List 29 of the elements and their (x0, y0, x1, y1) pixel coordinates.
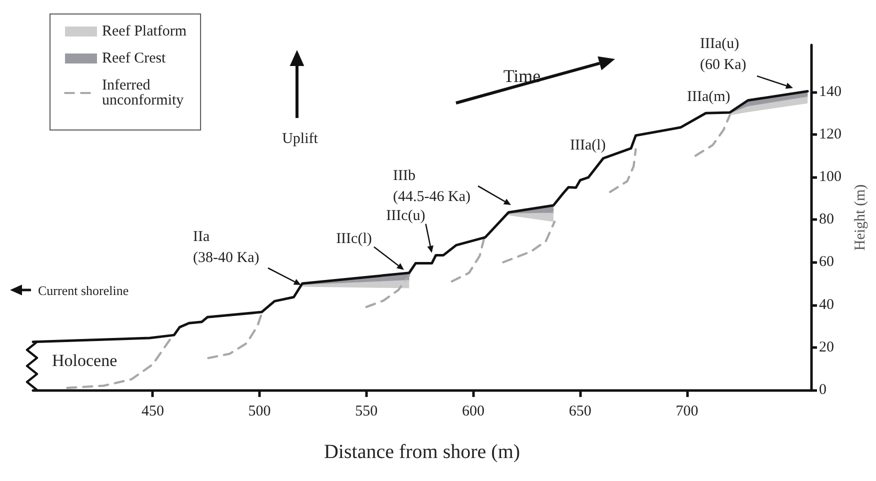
y-tick-label: 40 (819, 296, 834, 313)
y-tick-label: 120 (819, 126, 842, 142)
x-tick-label: 500 (248, 404, 271, 420)
x-tick-label: 700 (676, 404, 698, 420)
x-tick-label: 650 (568, 404, 592, 420)
y-tick-label: 80 (819, 212, 834, 228)
annotation: Uplift (282, 131, 319, 147)
annotation: IIa (38-40 Ka) (193, 229, 260, 266)
y-tick-label: 20 (819, 339, 834, 356)
annotation: Current shoreline (38, 283, 129, 298)
y-tick-label: 140 (819, 84, 842, 100)
annotation: IIIa(m) (686, 89, 730, 106)
annotation: IIIa(u) (60 Ka) (700, 36, 746, 73)
y-axis-title: Height (m) (852, 184, 868, 251)
y-tick-label: 100 (819, 169, 842, 186)
x-axis-title: Distance from shore (m) (324, 441, 520, 463)
y-tick-label: 60 (819, 254, 834, 270)
x-tick-label: 600 (462, 404, 485, 420)
legend-label: Reef Platform (102, 24, 187, 40)
annotation: IIIb (44.5-46 Ka) (393, 168, 470, 205)
annotation: IIIc(l) (336, 230, 372, 247)
x-tick-label: 550 (355, 404, 378, 420)
annotation: IIIc(u) (386, 208, 426, 224)
y-tick-label: 0 (819, 382, 826, 398)
annotation: Holocene (52, 351, 118, 370)
annotation: IIIa(l) (570, 138, 606, 154)
legend-label: Reef Crest (102, 50, 167, 66)
x-tick-label: 450 (141, 404, 164, 420)
legend-label: Inferred unconformity (102, 78, 184, 108)
